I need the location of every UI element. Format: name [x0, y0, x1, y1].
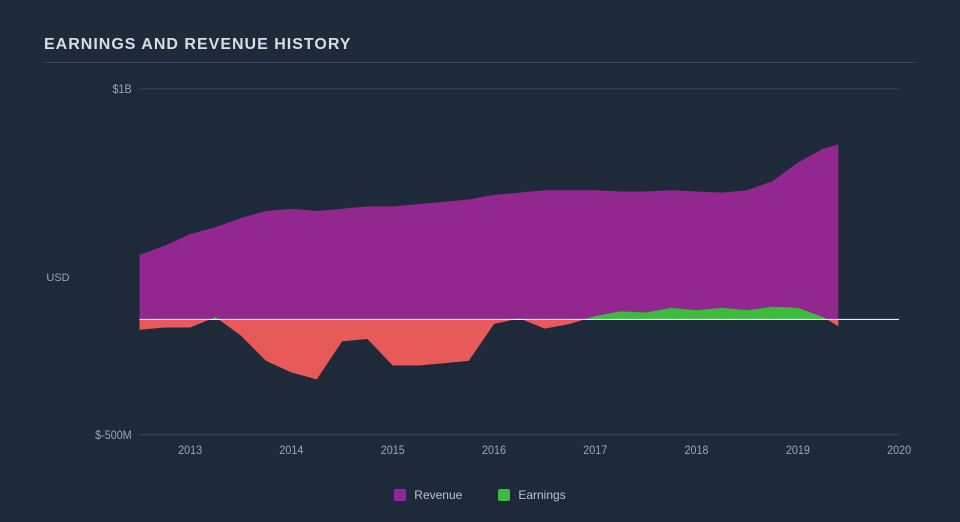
- legend: Revenue Earnings: [44, 488, 916, 502]
- svg-text:2019: 2019: [786, 444, 810, 456]
- chart-container: EARNINGS AND REVENUE HISTORY USD $-500M$…: [0, 0, 960, 522]
- title-rule: [44, 62, 916, 63]
- legend-label: Revenue: [414, 488, 462, 502]
- plot-svg: $-500M $1B 2013 2014 2015 2016 2017 2018 2019 202…: [72, 81, 916, 474]
- legend-item-0: Revenue: [394, 488, 462, 502]
- chart-title: EARNINGS AND REVENUE HISTORY: [44, 36, 916, 54]
- legend-swatch: [498, 489, 510, 501]
- legend-swatch: [394, 489, 406, 501]
- svg-text:2020: 2020: [887, 444, 911, 456]
- legend-item-1: Earnings: [498, 488, 565, 502]
- yaxis-title: USD: [44, 81, 72, 474]
- svg-text:$1B: $1B: [112, 84, 131, 96]
- chart-area: USD $-500M $1B 2013 2014 2015 2016 2017 2018 201…: [44, 81, 916, 474]
- svg-text:2013: 2013: [178, 444, 202, 456]
- svg-text:2018: 2018: [685, 444, 709, 456]
- legend-label: Earnings: [518, 488, 565, 502]
- svg-text:$-500M: $-500M: [95, 430, 132, 442]
- svg-text:2016: 2016: [482, 444, 506, 456]
- plot-wrap: $-500M $1B 2013 2014 2015 2016 2017 2018 2019 202…: [72, 81, 916, 474]
- svg-text:2017: 2017: [583, 444, 607, 456]
- svg-text:2014: 2014: [279, 444, 303, 456]
- svg-text:2015: 2015: [381, 444, 405, 456]
